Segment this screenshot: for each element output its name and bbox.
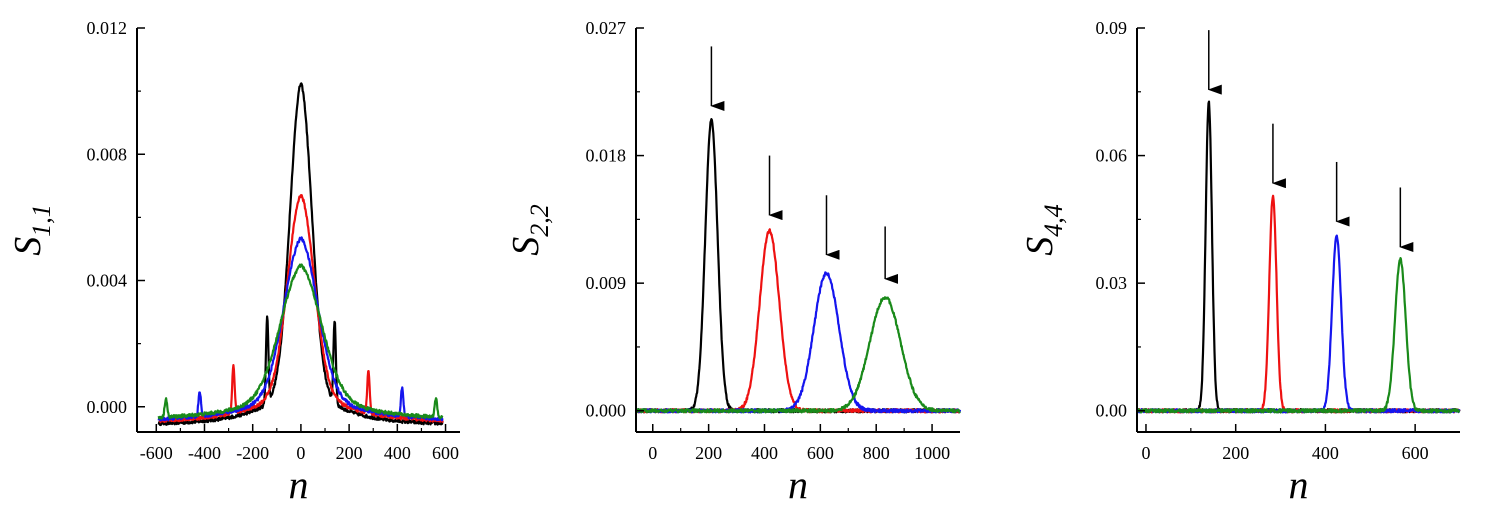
series-line-4 — [1135, 257, 1461, 414]
x-tick-label: 400 — [1312, 443, 1339, 463]
chart-panel-2: 0.000 0.009 0.018 0.027 0 200 400 600 800 1000 n S2… — [505, 18, 962, 507]
x-tick-label: 200 — [336, 443, 363, 463]
y-tick-label: 0.008 — [87, 144, 128, 164]
chart-panel-1: 0.000 0.004 0.008 0.012 -600 -400 -200 0 200 400 6… — [7, 18, 460, 507]
y-tick-label: 0.03 — [1096, 273, 1128, 293]
y-tick-label: 0.000 — [87, 397, 128, 417]
y-axis-label-sub: 1,1 — [27, 204, 56, 237]
x-tick-label: 1000 — [914, 443, 950, 463]
series-line-1 — [635, 117, 961, 414]
y-axis-label-base: S — [505, 237, 547, 256]
y-tick-label: 0.00 — [1096, 401, 1128, 421]
x-tick-label: 200 — [695, 443, 722, 463]
y-axis-label-base: S — [7, 237, 49, 256]
y-axis-label: S2,2 — [505, 204, 554, 256]
series-line-4 — [157, 263, 444, 420]
x-tick-label: 400 — [751, 443, 778, 463]
x-tick-label: -400 — [188, 443, 221, 463]
y-axis-label: S1,1 — [7, 204, 56, 256]
chart-panel-3: 0.00 0.03 0.06 0.09 0 200 400 600 n S4,4 — [1019, 18, 1461, 507]
y-tick-label: 0.009 — [586, 273, 627, 293]
y-tick-label: 0.012 — [87, 18, 128, 38]
x-tick-label: 200 — [1222, 443, 1249, 463]
x-tick-label: -600 — [140, 443, 173, 463]
series-line-3 — [635, 271, 962, 414]
x-axis-label: n — [788, 462, 808, 507]
y-tick-label: 0.027 — [586, 18, 627, 38]
x-tick-label: 400 — [384, 443, 411, 463]
y-tick-label: 0.004 — [87, 271, 128, 291]
series-line-1 — [1136, 100, 1461, 414]
x-axis-label: n — [289, 462, 309, 507]
x-tick-label: 600 — [807, 443, 834, 463]
x-tick-label: 600 — [432, 443, 459, 463]
x-tick-label: -200 — [236, 443, 269, 463]
x-axis-label: n — [1289, 462, 1309, 507]
x-tick-label: 800 — [863, 443, 890, 463]
x-tick-label: 600 — [1402, 443, 1429, 463]
y-axis-label-sub: 4,4 — [1039, 204, 1068, 237]
y-tick-label: 0.018 — [586, 146, 627, 166]
y-axis-label: S4,4 — [1019, 204, 1068, 256]
y-axis-label-base: S — [1019, 237, 1061, 256]
y-tick-label: 0.000 — [586, 401, 627, 421]
x-tick-label: 0 — [648, 443, 657, 463]
y-axis-label-sub: 2,2 — [525, 204, 554, 237]
series-line-2 — [158, 194, 444, 424]
y-tick-label: 0.09 — [1096, 18, 1128, 38]
series-line-1 — [157, 82, 444, 427]
series-line-3 — [157, 236, 444, 422]
x-tick-label: 0 — [1141, 443, 1150, 463]
series-line-4 — [634, 296, 961, 414]
x-tick-label: 0 — [296, 443, 305, 463]
y-tick-label: 0.06 — [1096, 146, 1128, 166]
